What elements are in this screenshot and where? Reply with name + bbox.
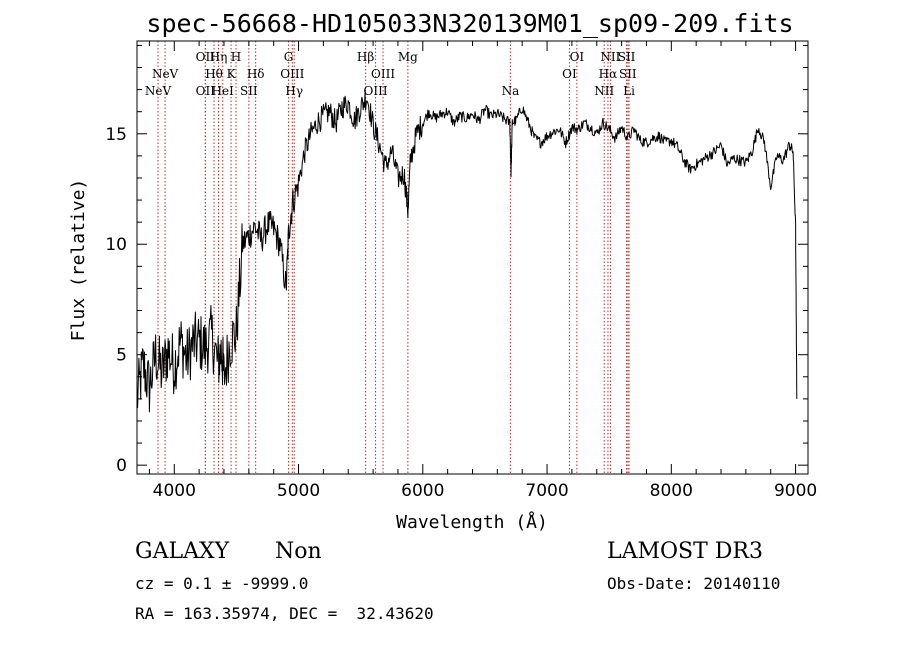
x-axis: 4000 5000 6000 7000 8000 9000 bbox=[148, 41, 817, 501]
obs-date: Obs-Date: 20140110 bbox=[607, 574, 781, 593]
emission-line-label: Na bbox=[502, 84, 520, 98]
emission-line-label: K bbox=[227, 67, 237, 81]
emission-line-label: Hα bbox=[599, 67, 618, 81]
y-tick-label: 15 bbox=[105, 125, 127, 145]
x-axis-label: Wavelength (Å) bbox=[396, 511, 548, 533]
redshift-text: cz = 0.1 ± -9999.0 bbox=[135, 574, 309, 593]
emission-line-label: Mg bbox=[398, 50, 418, 64]
x-tick-label: 8000 bbox=[650, 481, 693, 501]
plot-frame bbox=[136, 40, 809, 475]
survey-name: LAMOST DR3 bbox=[607, 539, 763, 564]
emission-line-label: OIII bbox=[280, 67, 304, 81]
emission-line-label: NII bbox=[594, 84, 614, 98]
x-tick-label: 9000 bbox=[774, 481, 817, 501]
emission-line-label: Hη bbox=[210, 50, 228, 64]
emission-line-label: NeV bbox=[145, 84, 172, 98]
x-tick-label: 5000 bbox=[277, 481, 320, 501]
emission-line-label: Hβ bbox=[357, 50, 374, 64]
emission-line-label: OII bbox=[196, 84, 216, 98]
emission-line-label: SII bbox=[240, 84, 258, 98]
emission-line-label: G bbox=[284, 50, 294, 64]
y-axis-label: Flux (relative) bbox=[68, 179, 89, 342]
y-tick-label: 5 bbox=[116, 346, 127, 366]
emission-line-label: SII bbox=[618, 50, 636, 64]
series-layer bbox=[136, 92, 798, 413]
y-axis: 0 5 10 15 bbox=[105, 44, 808, 476]
emission-line-label: NeV bbox=[152, 67, 179, 81]
x-tick-label: 7000 bbox=[525, 481, 568, 501]
emission-line-label: Hγ bbox=[285, 84, 303, 98]
emission-line-markers bbox=[157, 41, 630, 474]
emission-line-label: SII bbox=[619, 67, 637, 81]
chart-title: spec-56668-HD105033N320139M01_sp09-209.f… bbox=[146, 9, 793, 38]
emission-line-label: OI bbox=[562, 67, 577, 81]
y-tick-label: 0 bbox=[116, 456, 127, 476]
emission-line-label: OIII bbox=[371, 67, 395, 81]
ra-dec: RA = 163.35974, DEC = 32.43620 bbox=[135, 604, 434, 623]
emission-line-label: OI bbox=[570, 50, 585, 64]
emission-line-label: HeI bbox=[212, 84, 235, 98]
y-tick-label: 10 bbox=[105, 235, 127, 255]
emission-line-label: Hδ bbox=[247, 67, 265, 81]
object-subclass: Non bbox=[275, 539, 322, 564]
emission-line-labels: NeV NeV OII OII Hθ Hη HeI KH SII Hδ G OIII Hγ Hβ OIII O… bbox=[145, 50, 637, 98]
emission-line-label: Li bbox=[623, 84, 635, 98]
emission-line-label: Hθ bbox=[205, 67, 223, 81]
x-tick-label: 4000 bbox=[153, 481, 196, 501]
spectrum-line bbox=[136, 92, 798, 413]
emission-line-label: H bbox=[231, 50, 241, 64]
emission-line-label: OII bbox=[196, 50, 216, 64]
object-class: GALAXY bbox=[135, 539, 230, 564]
emission-line-label: OIII bbox=[364, 84, 388, 98]
x-tick-label: 6000 bbox=[401, 481, 444, 501]
emission-line-label: NII bbox=[600, 50, 620, 64]
